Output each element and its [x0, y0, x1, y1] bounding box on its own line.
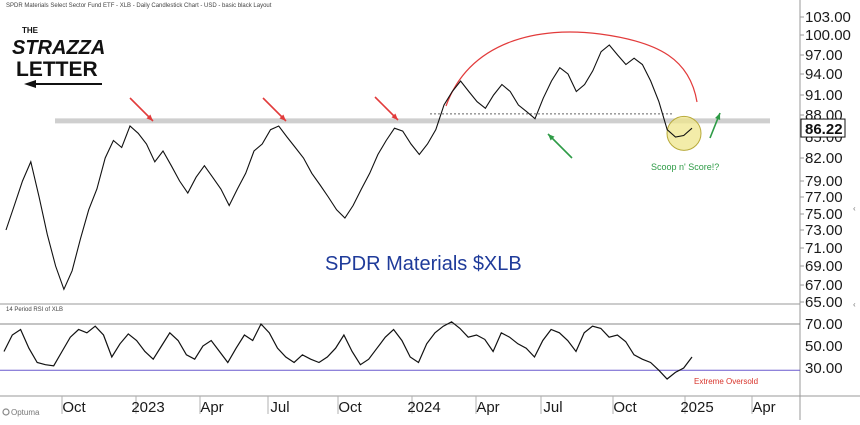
collapse-icon[interactable]: ‹ [853, 204, 856, 213]
svg-text:LETTER: LETTER [16, 58, 98, 81]
price-tick-label: 77.00 [805, 189, 843, 206]
scoop-circle [666, 115, 702, 151]
price-tick-label: 94.00 [805, 66, 843, 83]
time-tick-label: Oct [338, 399, 362, 416]
expand-icon[interactable]: ‹ [853, 300, 856, 309]
scoop-annotation: Scoop n' Score!? [651, 162, 719, 172]
time-tick-label: Jul [270, 399, 289, 416]
price-tick-label: 69.00 [805, 258, 843, 275]
price-tick-label: 71.00 [805, 240, 843, 257]
time-tick-label: 2025 [680, 399, 713, 416]
price-tick-label: 67.00 [805, 277, 843, 294]
indicator-header: 14 Period RSI of XLB [6, 307, 63, 313]
green-arrow-icon-head [548, 134, 555, 141]
optuma-watermark: Optuma [2, 408, 40, 417]
pen-nib-icon [24, 80, 36, 88]
price-tick-label: 103.00 [805, 9, 851, 26]
last-price-label: 86.22 [805, 121, 843, 138]
rsi-tick-label: 70.00 [805, 316, 843, 333]
time-tick-label: Jul [543, 399, 562, 416]
time-tick-label: Apr [476, 399, 499, 416]
rsi-tick-label: 50.00 [805, 338, 843, 355]
price-tick-label: 65.00 [805, 294, 843, 311]
chart-header: SPDR Materials Select Sector Fund ETF - … [6, 3, 272, 9]
last-price-box [800, 118, 846, 138]
time-tick-label: Oct [613, 399, 637, 416]
rsi-series-line [3, 321, 693, 380]
svg-text:THE: THE [22, 26, 39, 35]
optuma-logo-icon [2, 408, 10, 416]
price-tick-label: 100.00 [805, 27, 851, 44]
rsi-axis-ticks: 30.00 50.00 70.00 [805, 316, 843, 377]
price-tick-label: 91.00 [805, 87, 843, 104]
time-axis-ticks: Oct 2023 Apr Jul Oct 2024 Apr Jul Oct 2025 Apr [61, 396, 776, 416]
rounding-top-arc [445, 31, 698, 107]
price-tick-label: 79.00 [805, 173, 843, 190]
price-tick-label: 97.00 [805, 47, 843, 64]
price-series-line [5, 44, 693, 291]
time-tick-label: 2023 [131, 399, 164, 416]
annotation-arrows [129, 96, 721, 159]
time-tick-label: 2024 [407, 399, 440, 416]
svg-text:STRAZZA: STRAZZA [12, 37, 105, 59]
red-arrow-icon-head [146, 114, 153, 121]
green-arrow-icon-head [715, 113, 721, 120]
strazza-letter-logo: THE STRAZZA LETTER [12, 26, 105, 88]
time-tick-label: Oct [62, 399, 86, 416]
oversold-annotation: Extreme Oversold [694, 377, 758, 386]
price-tick-label: 82.00 [805, 150, 843, 167]
rsi-tick-label: 30.00 [805, 360, 843, 377]
red-arrow-icon-head [279, 114, 286, 121]
last-price-marker: 86.22 [800, 118, 846, 138]
rsi-reference-lines [0, 323, 800, 371]
chart-title: SPDR Materials $XLB [325, 253, 522, 275]
time-tick-label: Apr [752, 399, 775, 416]
red-arrow-icon-head [391, 113, 398, 120]
svg-text:Optuma: Optuma [11, 408, 40, 417]
price-tick-label: 73.00 [805, 222, 843, 239]
time-tick-label: Apr [200, 399, 223, 416]
price-tick-label: 75.00 [805, 206, 843, 223]
